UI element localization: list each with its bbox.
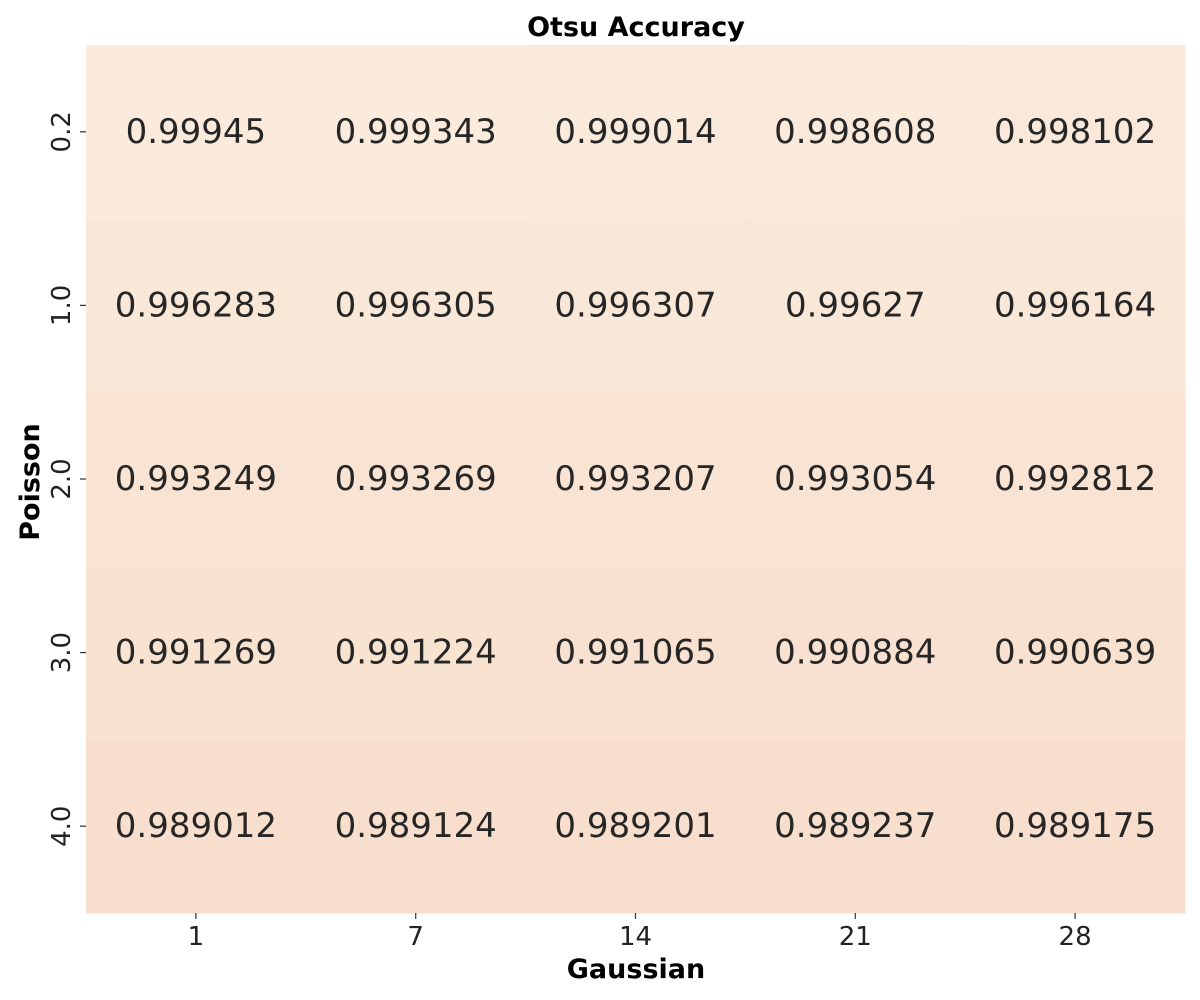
cell-value-label: 0.993249 [115, 459, 277, 499]
heatmap-cell [525, 565, 746, 740]
y-tick-label: 0.2 [47, 111, 77, 152]
heatmap-cell [305, 565, 527, 740]
x-axis: 1 7 14 21 28 [188, 913, 1092, 952]
cell-value-label: 0.993269 [335, 459, 497, 499]
cell-value-label: 0.999343 [335, 112, 497, 152]
cell-value-label: 0.990884 [774, 633, 936, 673]
y-tick-label: 2.0 [47, 458, 77, 499]
heatmap-cell [745, 45, 966, 220]
heatmap-cell [86, 392, 307, 567]
heatmap-cell [525, 45, 746, 220]
y-tick-label: 1.0 [47, 285, 77, 326]
heatmap-cell [745, 392, 966, 567]
cell-value-label: 0.989175 [994, 806, 1156, 846]
cell-value-label: 0.991065 [554, 633, 716, 673]
cell-value-label: 0.998102 [994, 112, 1156, 152]
heatmap-cell [525, 392, 746, 567]
heatmap-annotations: 0.99945 0.999343 0.999014 0.998608 0.998102 0… [115, 112, 1156, 846]
heatmap-cell [745, 739, 966, 914]
heatmap-cell [525, 218, 746, 393]
cell-value-label: 0.991224 [335, 633, 497, 673]
heatmap-cell [86, 45, 307, 220]
heatmap-cell [86, 565, 307, 740]
cell-value-label: 0.99945 [126, 112, 267, 152]
heatmap-cell [745, 565, 966, 740]
chart-title: Otsu Accuracy [527, 12, 745, 43]
cell-value-label: 0.989201 [554, 806, 716, 846]
heatmap-cell [86, 739, 307, 914]
heatmap-cell [965, 392, 1186, 567]
heatmap-cell [305, 45, 527, 220]
heatmap-cell [305, 739, 527, 914]
heatmap-cell [965, 45, 1186, 220]
y-tick-label: 3.0 [47, 632, 77, 673]
cell-value-label: 0.989124 [335, 806, 497, 846]
cell-value-label: 0.996283 [115, 285, 277, 325]
heatmap-cell [525, 739, 746, 914]
heatmap-cell [305, 218, 527, 393]
heatmap-cell [745, 218, 966, 393]
cell-value-label: 0.996164 [994, 285, 1156, 325]
heatmap-cell [965, 739, 1186, 914]
heatmap-cell [86, 218, 307, 393]
y-axis-label: Poisson [15, 423, 46, 541]
cell-value-label: 0.992812 [994, 459, 1156, 499]
heatmap-cells [86, 45, 1186, 914]
cell-value-label: 0.993054 [774, 459, 936, 499]
y-tick-label: 4.0 [47, 806, 77, 847]
heatmap-cell [965, 565, 1186, 740]
cell-value-label: 0.991269 [115, 633, 277, 673]
cell-value-label: 0.996307 [554, 285, 716, 325]
x-tick-label: 21 [839, 922, 872, 952]
x-tick-label: 7 [407, 922, 424, 952]
cell-value-label: 0.998608 [774, 112, 936, 152]
y-axis: 0.2 1.0 2.0 3.0 4.0 [47, 111, 86, 847]
cell-value-label: 0.989012 [115, 806, 277, 846]
x-axis-label: Gaussian [567, 954, 705, 985]
cell-value-label: 0.989237 [774, 806, 936, 846]
x-tick-label: 14 [619, 922, 652, 952]
heatmap-cell [305, 392, 527, 567]
cell-value-label: 0.993207 [554, 459, 716, 499]
x-tick-label: 28 [1059, 922, 1092, 952]
cell-value-label: 0.996305 [335, 285, 497, 325]
x-tick-label: 1 [188, 922, 205, 952]
cell-value-label: 0.990639 [994, 633, 1156, 673]
cell-value-label: 0.99627 [785, 285, 926, 325]
heatmap-cell [965, 218, 1186, 393]
cell-value-label: 0.999014 [554, 112, 716, 152]
